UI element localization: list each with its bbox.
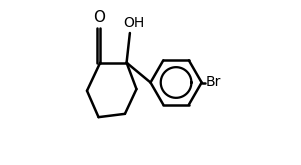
Text: Br: Br: [205, 76, 221, 89]
Text: O: O: [93, 10, 105, 25]
Text: OH: OH: [123, 16, 144, 30]
